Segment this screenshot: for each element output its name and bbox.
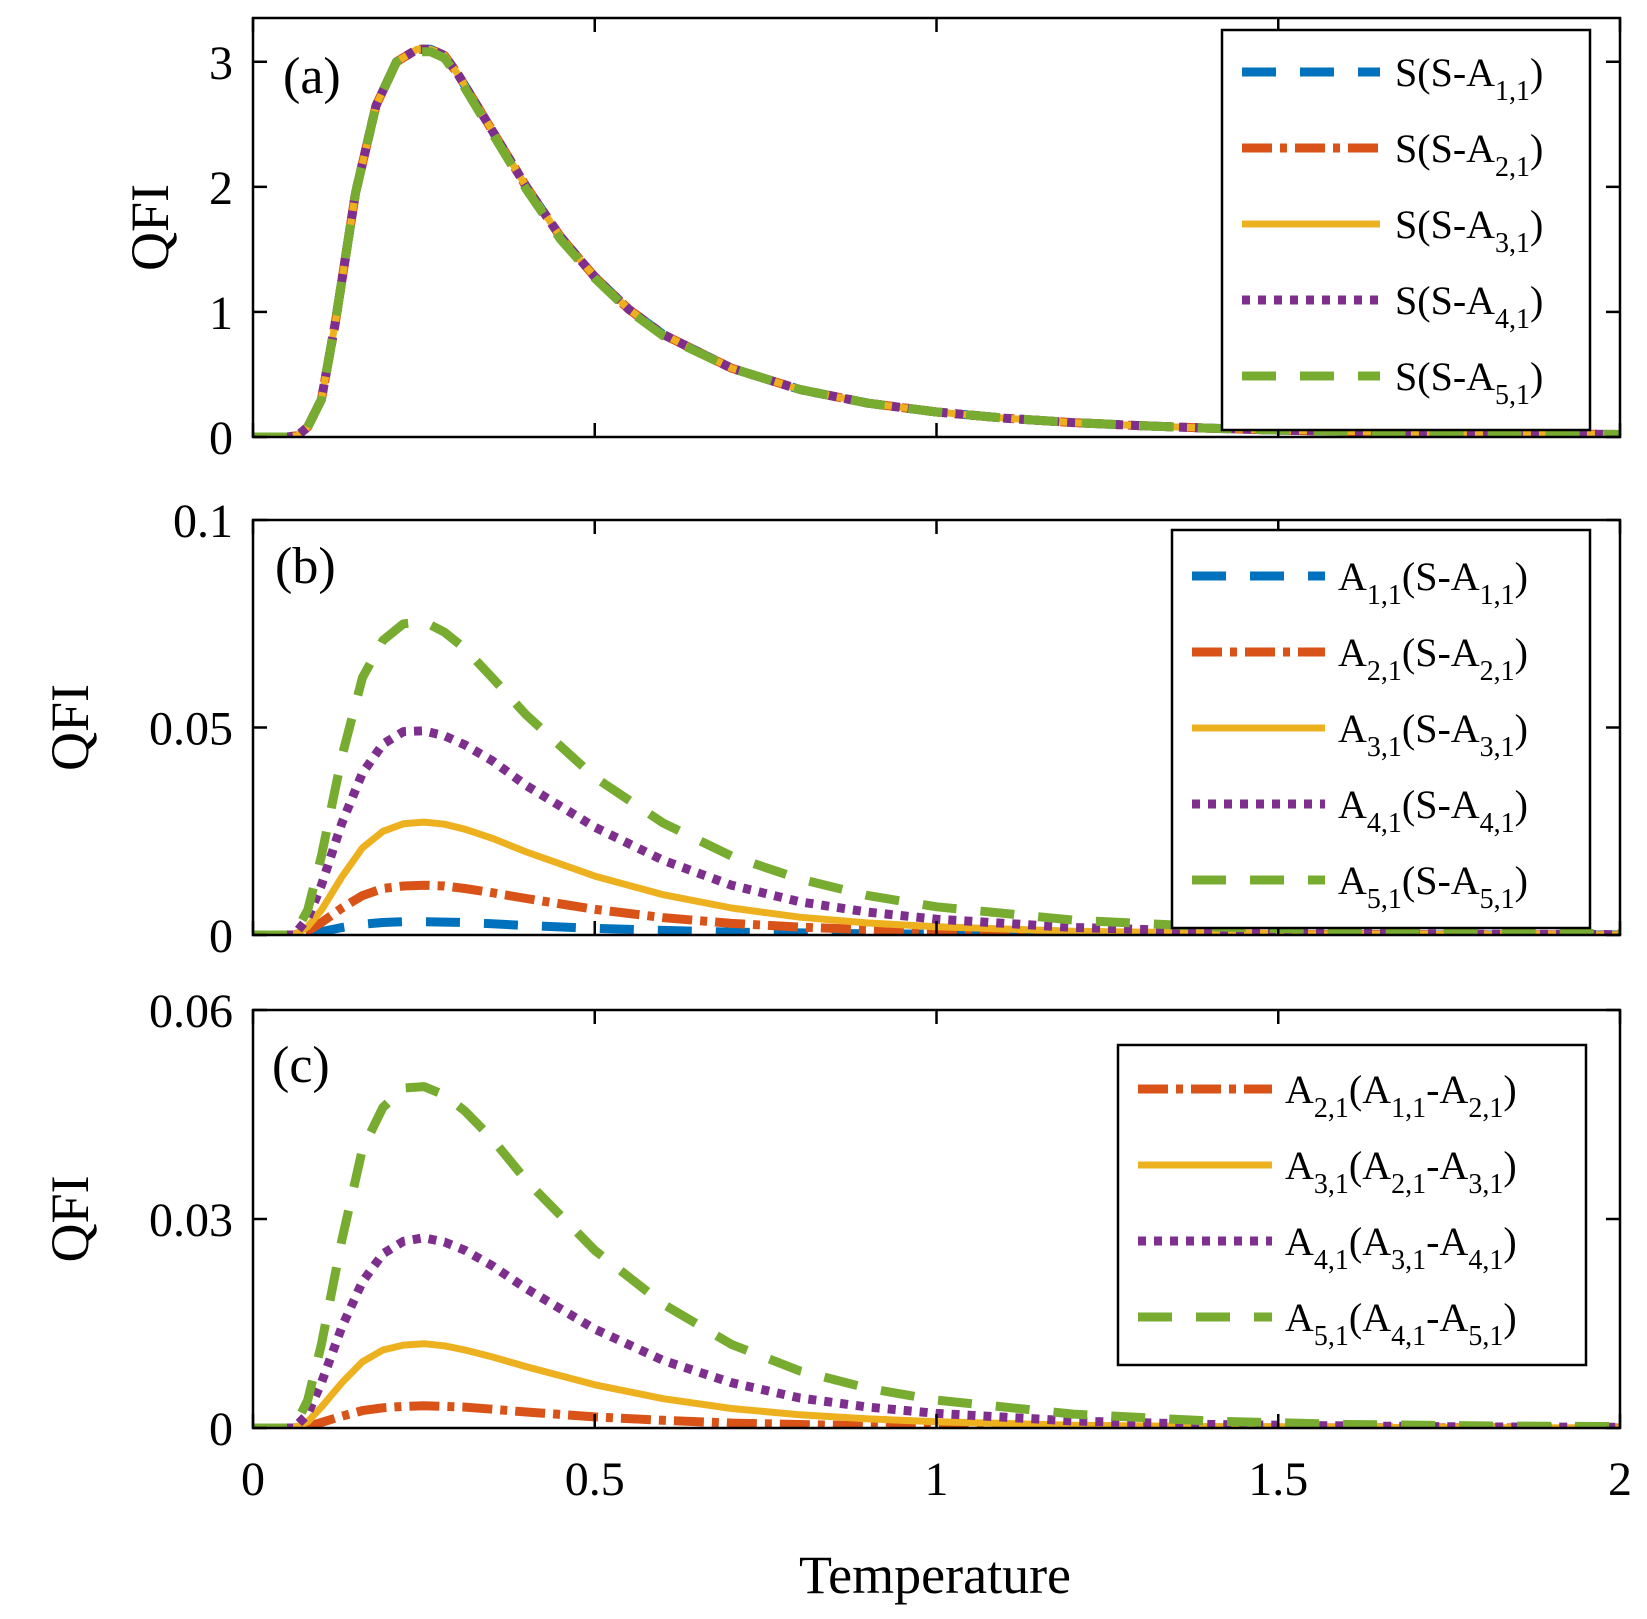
series-line-green — [253, 47, 1620, 437]
x-tick-label: 2 — [1608, 1453, 1632, 1506]
legend: S(S-A1,1) S(S-A2,1) S(S-A3,1) S(S-A4,1) S(S-… — [1220, 28, 1592, 432]
x-axis-title: Temperature — [799, 1545, 1071, 1605]
y-tick-label: 0 — [209, 1403, 233, 1456]
series-line-purple — [253, 1233, 1620, 1428]
y-tick-label: 0.1 — [173, 495, 233, 548]
legend-box — [1220, 28, 1592, 432]
y-tick-label: 1 — [209, 287, 233, 340]
series-group — [253, 1082, 1620, 1428]
panel-tag: (a) — [283, 48, 341, 105]
y-tick-label: 3 — [209, 37, 233, 90]
y-tick-label: 0 — [209, 412, 233, 465]
panel-tag: (c) — [272, 1037, 330, 1094]
legend-label: S(S-A5,1) — [1395, 354, 1543, 411]
legend-label: A3,1(S-A3,1) — [1338, 706, 1528, 763]
series-line-purple — [253, 726, 1620, 935]
legend-label: A5,1(A4,1-A5,1) — [1285, 1295, 1517, 1352]
y-axis-title: QFI — [40, 1175, 100, 1262]
series-line-green — [253, 1082, 1620, 1428]
y-tick-label: 0 — [209, 910, 233, 963]
panel-tag: (b) — [275, 538, 336, 595]
y-axis-title: QFI — [40, 684, 100, 771]
x-tick-label: 1 — [925, 1453, 949, 1506]
y-tick-label: 0.06 — [149, 985, 233, 1038]
legend: A2,1(A1,1-A2,1) A3,1(A2,1-A3,1) A4,1(A3,1-… — [1116, 1043, 1588, 1367]
series-line-green — [253, 617, 1620, 935]
legend-label: A4,1(A3,1-A4,1) — [1285, 1219, 1517, 1276]
series-line-purple — [253, 44, 1620, 437]
legend-label: A4,1(S-A4,1) — [1338, 782, 1528, 839]
legend: A1,1(S-A1,1) A2,1(S-A2,1) A3,1(S-A3,1) A4,1… — [1170, 528, 1592, 930]
legend-label: A2,1(A1,1-A2,1) — [1285, 1067, 1517, 1124]
y-tick-label: 2 — [209, 162, 233, 215]
x-tick-label: 1.5 — [1248, 1453, 1308, 1506]
x-tick-label: 0 — [241, 1453, 265, 1506]
legend-box — [1116, 1043, 1588, 1367]
x-tick-label: 0.5 — [565, 1453, 625, 1506]
legend-label: A2,1(S-A2,1) — [1338, 630, 1528, 687]
panel-b: 0 0.05 0.1 QFI (b) A1,1(S-A1,1) A2,1(S-A2,1) A3… — [40, 495, 1622, 963]
legend-label: S(S-A1,1) — [1395, 50, 1543, 107]
legend-label: S(S-A3,1) — [1395, 202, 1543, 259]
y-tick-label: 0.05 — [149, 703, 233, 756]
legend-label: A1,1(S-A1,1) — [1338, 554, 1528, 611]
y-axis-title: QFI — [120, 184, 180, 271]
legend-label: A3,1(A2,1-A3,1) — [1285, 1143, 1517, 1200]
legend-label: S(S-A2,1) — [1395, 126, 1543, 183]
legend-label: A5,1(S-A5,1) — [1338, 858, 1528, 915]
legend-label: S(S-A4,1) — [1395, 278, 1543, 335]
y-tick-label: 0.03 — [149, 1194, 233, 1247]
